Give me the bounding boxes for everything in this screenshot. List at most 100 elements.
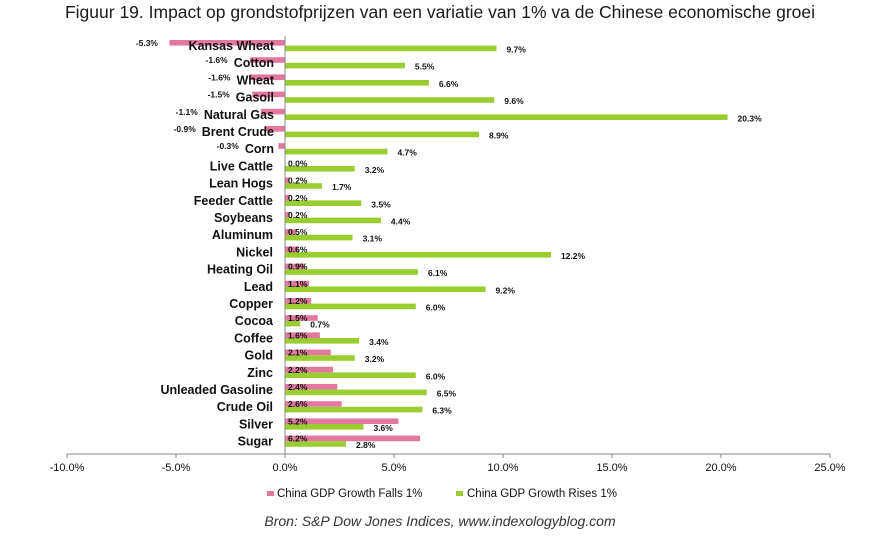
category-label: Brent Crude <box>202 125 274 139</box>
bar-falls-1 <box>250 57 285 63</box>
value-label-rises: 4.7% <box>397 148 417 158</box>
bar-rises-17 <box>285 338 360 344</box>
value-label-falls: -1.5% <box>208 90 231 100</box>
value-label-falls: 2.1% <box>288 348 308 358</box>
bar-rises-12 <box>285 252 551 258</box>
category-label: Soybeans <box>214 211 273 225</box>
x-tick-label: 25.0% <box>814 462 845 474</box>
bar-rises-10 <box>285 217 381 224</box>
bar-falls-22 <box>285 418 399 424</box>
category-label: Corn <box>245 142 274 156</box>
value-label-rises: 6.0% <box>426 371 446 381</box>
bar-falls-15 <box>285 298 312 304</box>
bar-rises-20 <box>285 389 427 396</box>
value-label-rises: 9.7% <box>506 45 526 55</box>
bar-falls-12 <box>285 246 299 252</box>
category-labels: Kansas Wheat Cotton Wheat Gasoil Natural Gas… <box>160 39 274 449</box>
value-label-falls: -1.6% <box>206 55 229 65</box>
category-label: Unleaded Gasoline <box>160 383 273 397</box>
legend-label-rises: China GDP Growth Rises 1% <box>467 488 617 500</box>
value-label-falls: -5.3% <box>136 38 159 48</box>
category-label: Gasoil <box>236 91 274 105</box>
value-label-rises: 20.3% <box>738 113 763 123</box>
legend-swatch-rises <box>456 491 463 496</box>
value-label-rises: 6.6% <box>439 79 459 89</box>
value-label-falls: 0.2% <box>288 176 308 186</box>
category-label: Lead <box>244 280 273 294</box>
category-label: Sugar <box>238 435 274 449</box>
category-label: Cocoa <box>235 314 274 328</box>
x-tick-label: 10.0% <box>487 462 518 474</box>
value-label-falls: 1.2% <box>288 296 308 306</box>
bar-falls-19 <box>285 366 333 373</box>
x-tick-label: 5.0% <box>381 462 406 474</box>
category-label: Feeder Cattle <box>194 194 273 208</box>
bar-falls-10 <box>285 212 290 218</box>
value-label-rises: 3.1% <box>363 234 383 244</box>
category-label: Live Cattle <box>210 159 273 173</box>
value-label-falls: -1.1% <box>176 107 199 117</box>
value-label-rises: 9.2% <box>496 285 516 295</box>
category-label: Silver <box>239 417 273 431</box>
bar-falls-2 <box>250 74 285 80</box>
legend-label-falls: China GDP Growth Falls 1% <box>277 488 423 500</box>
bar-falls-18 <box>285 349 331 356</box>
x-tick-label: -5.0% <box>162 462 191 474</box>
category-label: Heating Oil <box>207 263 273 277</box>
figure-source: Bron: S&P Dow Jones Indices, www.indexol… <box>264 513 616 529</box>
bar-falls-0 <box>169 40 285 46</box>
bar-falls-20 <box>285 384 338 390</box>
value-label-falls: 2.4% <box>288 382 308 392</box>
value-label-rises: 9.6% <box>504 96 524 106</box>
legend: China GDP Growth Falls 1% China GDP Growt… <box>267 488 617 500</box>
x-tick-label: 20.0% <box>705 462 736 474</box>
bar-falls-17 <box>285 332 320 338</box>
value-label-falls: 1.6% <box>288 330 308 340</box>
value-label-falls: 6.2% <box>288 434 308 444</box>
value-label-falls: 0.5% <box>288 227 308 237</box>
value-label-rises: 3.2% <box>365 354 385 364</box>
bar-falls-14 <box>285 280 309 287</box>
category-label: Lean Hogs <box>209 177 273 191</box>
bar-rises-23 <box>285 441 347 447</box>
value-label-falls: 5.2% <box>288 416 308 426</box>
value-label-falls: 1.5% <box>288 313 308 323</box>
bar-rises-18 <box>285 355 355 361</box>
category-label: Aluminum <box>212 228 273 242</box>
bar-falls-9 <box>285 194 290 201</box>
category-label: Nickel <box>236 245 273 259</box>
bar-rises-22 <box>285 424 364 430</box>
bar-rises-16 <box>285 320 301 327</box>
category-label: Gold <box>245 349 273 363</box>
value-label-rises: 3.4% <box>369 337 389 347</box>
value-label-falls: -1.6% <box>208 72 231 82</box>
value-label-rises: 6.5% <box>437 389 457 399</box>
figure-title: Figuur 19. Impact op grondstofprijzen va… <box>64 2 815 22</box>
bars-group <box>169 40 728 447</box>
legend-swatch-falls <box>267 491 274 496</box>
bar-falls-23 <box>285 435 421 442</box>
bar-rises-7 <box>285 166 355 172</box>
category-label: Natural Gas <box>204 108 274 122</box>
bar-rises-21 <box>285 406 423 413</box>
bar-rises-2 <box>285 80 429 86</box>
category-label: Kansas Wheat <box>189 39 275 53</box>
value-label-falls: 0.9% <box>288 262 308 272</box>
bar-falls-13 <box>285 263 305 270</box>
x-tick-label: -10.0% <box>50 462 85 474</box>
bar-rises-8 <box>285 183 323 189</box>
value-labels: -5.3% 9.7% -1.6% 5.5% -1.6% 6.6% -1.5% 9.6% -1.1… <box>136 38 762 450</box>
value-label-rises: 1.7% <box>332 182 352 192</box>
bar-rises-0 <box>285 45 497 52</box>
bar-rises-9 <box>285 200 362 206</box>
bar-rises-14 <box>285 286 486 292</box>
bar-rises-1 <box>285 62 405 69</box>
value-label-falls: 0.2% <box>288 193 308 203</box>
category-label: Copper <box>229 297 273 311</box>
bar-falls-8 <box>285 177 290 184</box>
category-label: Coffee <box>234 331 273 345</box>
bar-rises-5 <box>285 131 480 138</box>
bar-rises-6 <box>285 148 388 155</box>
value-label-rises: 6.0% <box>426 303 446 313</box>
